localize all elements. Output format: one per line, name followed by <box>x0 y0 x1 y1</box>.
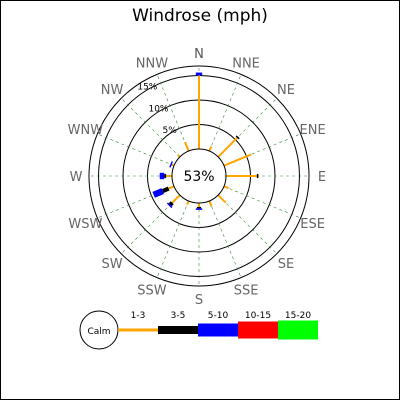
grid-spoke <box>156 74 189 152</box>
wind-bars <box>152 72 259 210</box>
direction-label-W: W <box>70 170 83 185</box>
legend-label-15-20: 15-20 <box>285 311 311 321</box>
legend: Calm 1-3 3-5 5-10 10-15 15-20 <box>79 310 318 350</box>
direction-label-N: N <box>194 47 204 62</box>
ring-label-15: 15% <box>137 82 157 92</box>
legend-swatch-1-3 <box>118 328 158 332</box>
direction-label-NNW: NNW <box>136 56 168 71</box>
legend-swatch-10-15 <box>238 321 278 339</box>
wind-bar-ENE-1-3 <box>223 153 252 167</box>
wind-bar-SW-1-3 <box>171 194 181 204</box>
wind-bar-SW-5-10 <box>166 202 173 209</box>
wind-bar-SE-1-3 <box>217 194 227 204</box>
ring-label-5: 5% <box>162 126 177 136</box>
grid-spoke <box>209 74 242 152</box>
direction-label-SSW: SSW <box>137 284 167 299</box>
outer-ring <box>88 65 310 287</box>
legend-swatch-15-20 <box>278 320 318 340</box>
wind-bar-SW-3-5 <box>168 201 174 207</box>
wind-bar-WNW-5-10 <box>169 161 174 168</box>
direction-label-ESE: ESE <box>300 217 325 232</box>
grid-spoke <box>156 200 189 278</box>
legend-label-5-10: 5-10 <box>208 311 229 321</box>
grid-spoke <box>223 186 301 219</box>
legend-swatch-3-5 <box>158 326 198 334</box>
legend-label-3-5: 3-5 <box>171 311 186 321</box>
wind-bar-WSW-5-10 <box>152 188 164 198</box>
grid-spoke <box>121 98 181 158</box>
direction-label-NE: NE <box>277 83 295 98</box>
chart-title: Windrose (mph) <box>132 6 268 26</box>
direction-label-WNW: WNW <box>68 123 104 138</box>
direction-label-NNE: NNE <box>232 56 260 71</box>
legend-calm-label: Calm <box>87 327 110 337</box>
wind-bar-NE-1-3 <box>217 137 238 158</box>
wind-bar-SSE-1-3 <box>208 200 213 207</box>
direction-label-E: E <box>318 170 326 185</box>
legend-label-10-15: 10-15 <box>245 311 271 321</box>
grid-spoke <box>209 200 242 278</box>
direction-label-SSE: SSE <box>234 284 259 299</box>
direction-label-SW: SW <box>101 257 122 272</box>
legend-label-1-3: 1-3 <box>131 311 146 321</box>
wind-bar-NNE-1-3 <box>208 146 213 152</box>
calm-value: 53% <box>183 169 214 185</box>
wind-bar-SSW-1-3 <box>186 200 190 205</box>
wind-bar-NNW-1-3 <box>183 141 190 152</box>
wind-bar-NE-3-5 <box>235 135 240 140</box>
grid-spoke <box>217 194 277 254</box>
wind-bar-WSW-3-5 <box>161 186 170 193</box>
grid-spoke <box>97 133 175 166</box>
wind-bar-ESE-1-3 <box>223 185 229 190</box>
direction-label-ENE: ENE <box>300 123 326 138</box>
wind-bar-WSW-1-3 <box>168 185 175 190</box>
legend-swatch-5-10 <box>198 323 238 337</box>
direction-label-SE: SE <box>278 257 294 272</box>
calm-circle <box>171 148 227 204</box>
ring-label-10: 10% <box>148 104 168 114</box>
ring-labels: 5% 10% 15% <box>137 82 177 136</box>
direction-label-S: S <box>195 293 203 308</box>
direction-label-NW: NW <box>101 83 124 98</box>
direction-label-WSW: WSW <box>68 217 102 232</box>
direction-labels: N NNE NE ENE E ESE SE SSE S SSW SW WSW W WNW NW NNW <box>68 47 326 308</box>
